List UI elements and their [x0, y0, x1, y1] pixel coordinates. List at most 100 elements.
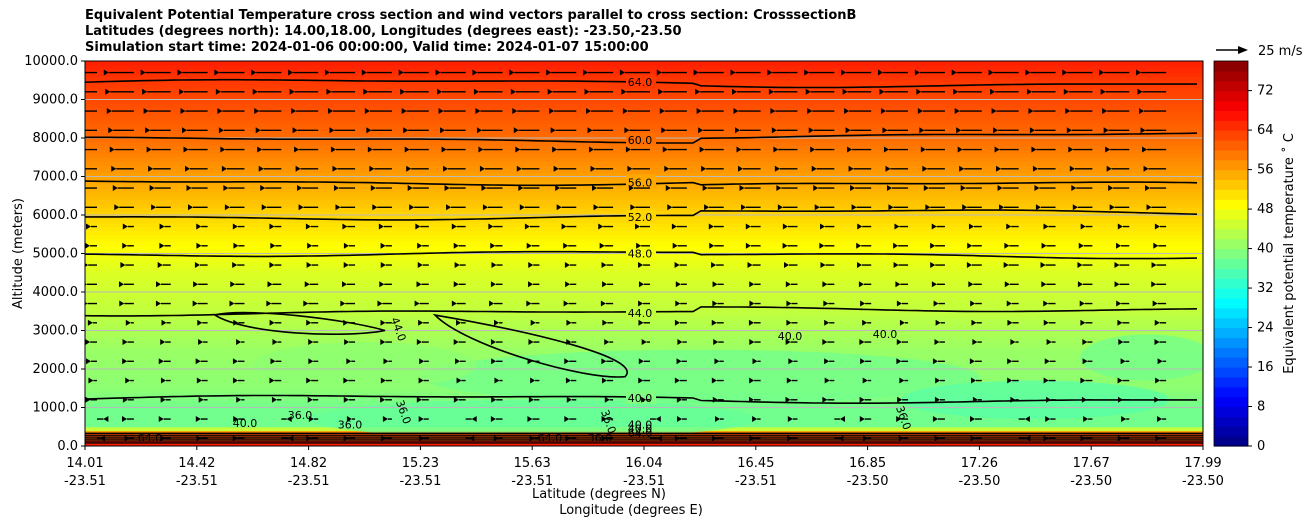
y-tick-label: 0.0 — [57, 439, 78, 454]
wind-vector-head — [156, 281, 162, 288]
wind-vector-head — [785, 339, 791, 346]
wind-vector-head — [1069, 165, 1075, 172]
wind-vector-head — [87, 319, 93, 326]
wind-vector-head — [400, 88, 406, 95]
wind-vector-head — [619, 69, 625, 76]
wind-vector-head — [307, 242, 313, 249]
wind-vector-head — [665, 185, 671, 192]
wind-vector-head — [661, 127, 667, 134]
wind-vector-head — [343, 377, 349, 384]
wind-vector-head — [1043, 300, 1049, 307]
wind-vector-head — [962, 204, 968, 211]
wind-vector-head — [291, 108, 297, 115]
theta-band — [85, 168, 1203, 174]
wind-vector-head — [749, 339, 755, 346]
wind-vector-head — [346, 358, 352, 365]
wind-vector-head — [604, 396, 610, 403]
contour-label-extra: 36.0 — [288, 409, 313, 422]
colorbar-segment — [1214, 258, 1248, 269]
wind-vector-head — [192, 300, 198, 307]
wind-vector-head — [566, 339, 572, 346]
wind-vector-head — [547, 88, 553, 95]
theta-pocket — [252, 342, 477, 389]
wind-vector-head — [749, 396, 755, 403]
wind-vector-head — [363, 88, 369, 95]
wind-vector-head — [382, 416, 388, 423]
wind-vector-head — [788, 358, 794, 365]
wind-vector-head — [119, 300, 125, 307]
wind-vector-head — [787, 416, 793, 423]
contour-label: 44.0 — [628, 307, 653, 320]
colorbar-segment — [1214, 248, 1248, 260]
wind-vector-head — [85, 242, 91, 249]
wind-vector-head — [960, 185, 966, 192]
wind-vector-head — [656, 69, 662, 76]
wind-vector-head — [894, 223, 900, 230]
wind-vector-head — [451, 223, 457, 230]
wind-vector-head — [848, 165, 854, 172]
wind-vector-head — [850, 185, 856, 192]
wind-vector-head — [745, 223, 751, 230]
wind-vector-head — [286, 416, 292, 423]
colorbar-segment — [1214, 120, 1248, 131]
wind-vector-head — [988, 69, 994, 76]
x-tick-label-lat: 14.82 — [290, 456, 327, 471]
wind-vector-head — [1010, 339, 1016, 346]
wind-vector-head — [194, 262, 200, 269]
colorbar-segment — [1214, 426, 1248, 437]
wind-vector-head — [730, 69, 736, 76]
wind-vector-head — [414, 300, 420, 307]
wind-vector-head — [863, 435, 869, 442]
wind-vector-head — [530, 319, 536, 326]
wind-vector-head — [109, 146, 115, 153]
wind-vector-head — [934, 339, 940, 346]
wind-vector-head — [344, 339, 350, 346]
chart-title-line-2: Latitudes (degrees north): 14.00,18.00, … — [85, 24, 682, 39]
wind-vector-head — [512, 108, 518, 115]
wind-vector-head — [214, 69, 220, 76]
wind-vector-head — [1034, 185, 1040, 192]
wind-vector-head — [526, 300, 532, 307]
wind-vector-head — [895, 281, 901, 288]
wind-vector-head — [230, 281, 236, 288]
wind-vector-head — [342, 281, 348, 288]
x-tick-label-lat: 15.63 — [514, 456, 551, 471]
wind-vector-head — [565, 281, 571, 288]
wind-vector-head — [712, 281, 718, 288]
wind-vector-head — [140, 69, 146, 76]
contour-label-extra: 64.0 — [538, 431, 563, 444]
x-axis-label-lon: Longitude (degrees E) — [559, 503, 703, 518]
theta-band — [85, 299, 1203, 305]
theta-band — [85, 342, 1203, 347]
wind-vector-head — [1154, 319, 1160, 326]
wind-vector-head — [1078, 242, 1084, 249]
wind-vector-head — [638, 358, 644, 365]
wind-vector-head — [970, 300, 976, 307]
wind-vector-head — [1157, 416, 1163, 423]
wind-vector-head — [417, 242, 423, 249]
wind-vector-head — [923, 185, 929, 192]
wind-vector-head — [108, 127, 114, 134]
wind-vector-head — [112, 185, 118, 192]
wind-vector-head — [142, 88, 148, 95]
wind-vector-head — [85, 301, 88, 306]
wind-vector-head — [418, 319, 424, 326]
colorbar-segment — [1214, 297, 1248, 309]
wind-vector-head — [1006, 300, 1012, 307]
theta-band — [85, 114, 1203, 120]
wind-vector-head — [343, 435, 349, 442]
colorbar-segment — [1214, 70, 1248, 82]
colorbar-segment — [1214, 288, 1248, 299]
colorbar-segment — [1214, 179, 1248, 190]
wind-vector-head — [641, 396, 647, 403]
wind-vector-head — [490, 416, 496, 423]
theta-band — [85, 268, 1203, 274]
wind-vector-head — [784, 262, 790, 269]
wind-vector-head — [453, 242, 459, 249]
x-tick-label-lon: -23.51 — [623, 474, 665, 489]
wind-vector-head — [814, 204, 820, 211]
wind-vector-head — [221, 165, 227, 172]
contour-label-extra: 64.0 — [628, 426, 653, 439]
wind-vector-head — [380, 396, 386, 403]
